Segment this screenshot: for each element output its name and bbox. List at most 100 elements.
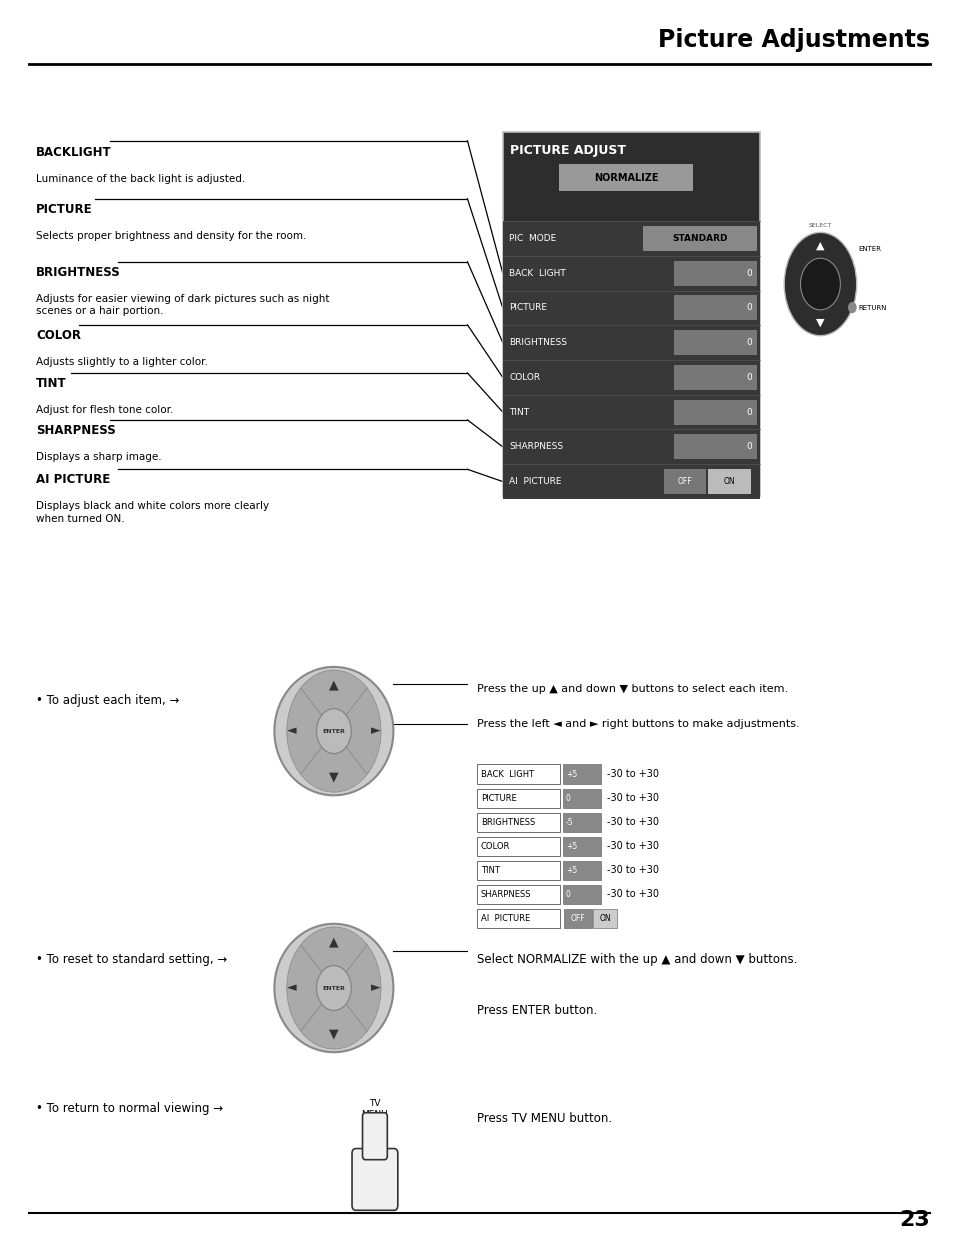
Text: SHARPNESS: SHARPNESS — [509, 442, 563, 451]
Text: ◄: ◄ — [287, 982, 296, 994]
Text: -30 to +30: -30 to +30 — [606, 841, 659, 851]
FancyBboxPatch shape — [502, 290, 760, 325]
Text: NORMALIZE: NORMALIZE — [594, 173, 658, 183]
Text: Adjusts slightly to a lighter color.: Adjusts slightly to a lighter color. — [36, 357, 208, 367]
Text: -30 to +30: -30 to +30 — [606, 866, 659, 876]
FancyBboxPatch shape — [674, 400, 756, 425]
Text: Selects proper brightness and density for the room.: Selects proper brightness and density fo… — [36, 231, 306, 241]
Text: COLOR: COLOR — [480, 842, 510, 851]
Text: Luminance of the back light is adjusted.: Luminance of the back light is adjusted. — [36, 174, 245, 184]
Text: SHARPNESS: SHARPNESS — [36, 424, 116, 437]
Text: STANDARD: STANDARD — [672, 233, 727, 243]
FancyBboxPatch shape — [642, 226, 756, 251]
Text: BACK  LIGHT: BACK LIGHT — [509, 269, 565, 278]
FancyBboxPatch shape — [502, 430, 760, 464]
Text: BRIGHTNESS: BRIGHTNESS — [509, 338, 567, 347]
Text: ▲: ▲ — [329, 935, 338, 948]
Text: 0: 0 — [565, 794, 570, 803]
Text: 23: 23 — [899, 1210, 929, 1230]
Text: ▼: ▼ — [329, 771, 338, 784]
Wedge shape — [300, 671, 367, 731]
Circle shape — [316, 966, 351, 1010]
Text: ▲: ▲ — [816, 241, 823, 251]
FancyBboxPatch shape — [674, 295, 756, 320]
Text: 0: 0 — [745, 408, 751, 416]
FancyBboxPatch shape — [558, 164, 693, 191]
FancyBboxPatch shape — [663, 469, 706, 494]
Wedge shape — [300, 927, 367, 988]
Text: OFF: OFF — [570, 914, 585, 923]
Text: PIC  MODE: PIC MODE — [509, 233, 557, 243]
Text: Press the left ◄ and ► right buttons to make adjustments.: Press the left ◄ and ► right buttons to … — [476, 719, 799, 729]
Text: PICTURE: PICTURE — [509, 304, 547, 312]
FancyBboxPatch shape — [593, 909, 617, 929]
FancyBboxPatch shape — [502, 325, 760, 359]
FancyBboxPatch shape — [476, 884, 559, 904]
FancyBboxPatch shape — [502, 361, 760, 395]
FancyBboxPatch shape — [476, 764, 559, 784]
FancyBboxPatch shape — [674, 435, 756, 459]
Text: SELECT: SELECT — [808, 222, 831, 227]
Text: COLOR: COLOR — [509, 373, 540, 382]
Circle shape — [316, 709, 351, 753]
Text: AI  PICTURE: AI PICTURE — [480, 914, 530, 923]
Text: SHARPNESS: SHARPNESS — [480, 890, 531, 899]
FancyBboxPatch shape — [476, 836, 559, 856]
Text: ON: ON — [598, 914, 611, 923]
Wedge shape — [334, 688, 380, 774]
Text: ENTER: ENTER — [322, 986, 345, 990]
Ellipse shape — [783, 232, 856, 336]
FancyBboxPatch shape — [476, 813, 559, 832]
FancyBboxPatch shape — [563, 909, 592, 929]
Text: Picture Adjustments: Picture Adjustments — [658, 28, 929, 52]
Text: 0: 0 — [745, 442, 751, 451]
Text: RETURN: RETURN — [858, 305, 886, 310]
Text: 0: 0 — [745, 304, 751, 312]
Text: ENTER: ENTER — [322, 729, 345, 734]
Text: BACKLIGHT: BACKLIGHT — [36, 146, 112, 159]
Text: +5: +5 — [565, 842, 577, 851]
FancyBboxPatch shape — [562, 764, 600, 784]
FancyBboxPatch shape — [476, 788, 559, 808]
Wedge shape — [300, 988, 367, 1049]
Circle shape — [800, 258, 840, 310]
Text: OFF: OFF — [677, 477, 692, 487]
FancyBboxPatch shape — [502, 395, 760, 430]
FancyBboxPatch shape — [476, 861, 559, 881]
FancyBboxPatch shape — [362, 1113, 387, 1160]
Text: AI  PICTURE: AI PICTURE — [509, 477, 561, 487]
Text: Displays a sharp image.: Displays a sharp image. — [36, 452, 162, 462]
Text: TINT: TINT — [509, 408, 529, 416]
Text: +5: +5 — [565, 866, 577, 874]
Text: Displays black and white colors more clearly
when turned ON.: Displays black and white colors more cle… — [36, 501, 269, 524]
Text: ▼: ▼ — [329, 1028, 338, 1041]
Text: TINT: TINT — [480, 866, 499, 874]
Text: • To reset to standard setting, →: • To reset to standard setting, → — [36, 953, 227, 967]
FancyBboxPatch shape — [707, 469, 750, 494]
Text: 0: 0 — [565, 890, 570, 899]
FancyBboxPatch shape — [562, 861, 600, 881]
Text: BACK  LIGHT: BACK LIGHT — [480, 769, 534, 778]
Text: ►: ► — [371, 725, 380, 737]
Text: +5: +5 — [565, 769, 577, 778]
FancyBboxPatch shape — [674, 261, 756, 285]
FancyBboxPatch shape — [674, 364, 756, 390]
Text: ▼: ▼ — [816, 317, 823, 327]
Text: ENTER: ENTER — [858, 246, 881, 252]
Wedge shape — [300, 731, 367, 792]
Text: -30 to +30: -30 to +30 — [606, 769, 659, 779]
Text: PICTURE: PICTURE — [480, 794, 516, 803]
Wedge shape — [287, 945, 334, 1031]
Text: Press the up ▲ and down ▼ buttons to select each item.: Press the up ▲ and down ▼ buttons to sel… — [476, 684, 787, 694]
Text: ON: ON — [723, 477, 735, 487]
Text: PICTURE ADJUST: PICTURE ADJUST — [510, 144, 626, 158]
Text: PICTURE: PICTURE — [36, 203, 92, 216]
Text: TV
MENU: TV MENU — [361, 1099, 388, 1119]
Text: Press TV MENU button.: Press TV MENU button. — [476, 1112, 612, 1125]
FancyBboxPatch shape — [352, 1149, 397, 1210]
FancyBboxPatch shape — [502, 256, 760, 290]
Text: 0: 0 — [745, 373, 751, 382]
Text: -30 to +30: -30 to +30 — [606, 793, 659, 803]
Text: Adjusts for easier viewing of dark pictures such as night
scenes or a hair porti: Adjusts for easier viewing of dark pictu… — [36, 294, 330, 316]
FancyBboxPatch shape — [502, 464, 760, 499]
